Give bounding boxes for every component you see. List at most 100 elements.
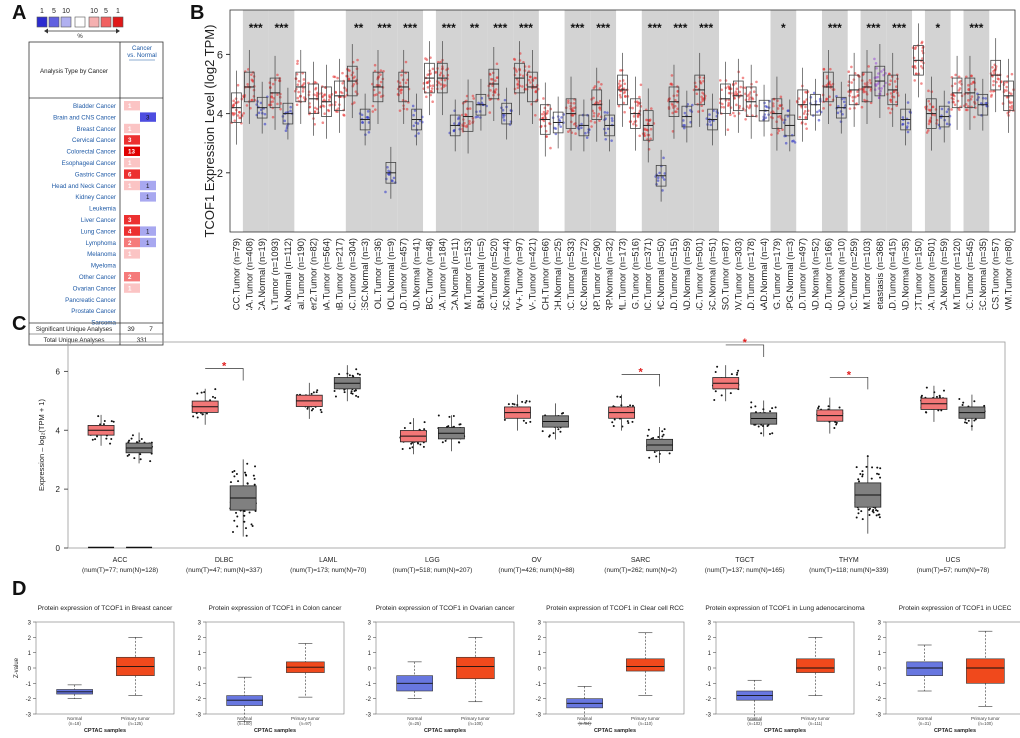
data-point — [501, 113, 505, 117]
data-point — [744, 117, 747, 121]
significance-band — [693, 10, 720, 232]
data-point — [232, 531, 235, 534]
data-point — [378, 84, 381, 87]
data-point — [623, 90, 627, 93]
data-point — [252, 474, 255, 477]
data-point — [755, 93, 758, 97]
data-point — [646, 118, 650, 122]
data-point — [567, 130, 570, 133]
data-point — [234, 97, 238, 100]
data-point — [736, 371, 739, 374]
x-category-label: LUSC.Normal (n=51) — [708, 238, 718, 310]
data-point — [661, 430, 664, 433]
data-point — [804, 115, 808, 119]
data-point — [925, 411, 928, 414]
data-point — [778, 114, 782, 118]
data-point — [854, 95, 857, 99]
data-point — [676, 85, 679, 88]
data-point — [237, 480, 240, 483]
x-category-label: PAAD.Tumor (n=178) — [746, 238, 756, 310]
data-point — [419, 443, 422, 446]
up-count: 1 — [128, 160, 132, 167]
x-category-label: BRCA-Her2.Tumor (n=82) — [309, 238, 319, 310]
data-point — [855, 466, 858, 469]
data-point — [992, 79, 995, 83]
data-point — [404, 60, 408, 64]
y-tick-label: 6 — [56, 367, 61, 376]
data-point — [276, 73, 279, 77]
significance-star: *** — [673, 21, 687, 35]
data-point — [567, 101, 570, 104]
data-point — [587, 131, 590, 134]
data-point — [571, 114, 575, 117]
data-point — [375, 83, 379, 87]
box — [966, 658, 1005, 684]
cancer-type-label: Kidney Cancer — [75, 194, 116, 201]
data-point — [953, 103, 957, 107]
panel-label-a: A — [12, 2, 27, 24]
x-category-label: KIRC.Tumor (n=533) — [566, 238, 576, 310]
data-point — [935, 395, 938, 398]
down-count: 1 — [146, 194, 150, 201]
data-point — [494, 88, 498, 91]
data-point — [613, 418, 616, 421]
data-point — [879, 467, 882, 470]
data-point — [638, 134, 642, 138]
data-point — [938, 126, 942, 130]
data-point — [724, 79, 728, 82]
data-point — [950, 108, 953, 111]
data-point — [876, 82, 880, 86]
data-point — [516, 86, 520, 90]
data-point — [310, 409, 313, 412]
data-point — [604, 137, 608, 141]
data-point — [689, 120, 692, 124]
data-point — [409, 422, 412, 425]
data-point — [735, 103, 738, 107]
data-point — [463, 121, 466, 125]
data-point — [426, 85, 430, 89]
data-point — [458, 441, 461, 444]
up-count: 1 — [128, 285, 132, 292]
data-point — [528, 400, 531, 403]
up-cell — [124, 215, 140, 225]
data-point — [332, 75, 335, 78]
data-point — [250, 523, 253, 526]
data-point — [682, 119, 685, 122]
data-point — [798, 115, 802, 119]
x-category-label: LUAD.Normal (n=59) — [682, 238, 692, 310]
x-category-label: GBM.Normal (n=5) — [476, 238, 486, 310]
y-tick-label: 1 — [878, 651, 882, 657]
data-point — [993, 72, 996, 75]
data-point — [709, 123, 713, 127]
data-point — [877, 513, 880, 516]
gepia-boxplot-panel: 0 2 4 6 Expression – log₂(TPM + 1) ACC (num(T)… — [37, 337, 1006, 574]
data-point — [860, 105, 864, 109]
data-point — [496, 76, 499, 79]
data-point — [776, 99, 779, 103]
significance-bracket — [725, 344, 765, 357]
data-point — [253, 477, 256, 480]
data-point — [901, 122, 905, 126]
data-point — [889, 92, 893, 95]
data-point — [943, 118, 947, 122]
group-label: LGG — [425, 557, 440, 564]
data-point — [296, 59, 299, 63]
data-point — [250, 98, 254, 102]
box — [906, 661, 943, 676]
data-point — [283, 119, 287, 123]
data-point — [366, 110, 370, 113]
x-category-n: (n=110) — [638, 721, 653, 726]
legend-scale-label: 5 — [104, 8, 108, 15]
data-point — [553, 126, 556, 130]
up-count: 3 — [128, 137, 132, 144]
data-point — [754, 405, 757, 408]
x-axis-label: CPTAC samples — [934, 728, 976, 734]
data-point — [855, 516, 858, 519]
data-point — [626, 420, 629, 423]
cancer-type-label: Cervical Cancer — [72, 137, 116, 144]
data-point — [757, 425, 760, 428]
data-point — [347, 78, 351, 81]
data-point — [937, 409, 940, 412]
x-category-n: (n=18) — [69, 721, 82, 726]
